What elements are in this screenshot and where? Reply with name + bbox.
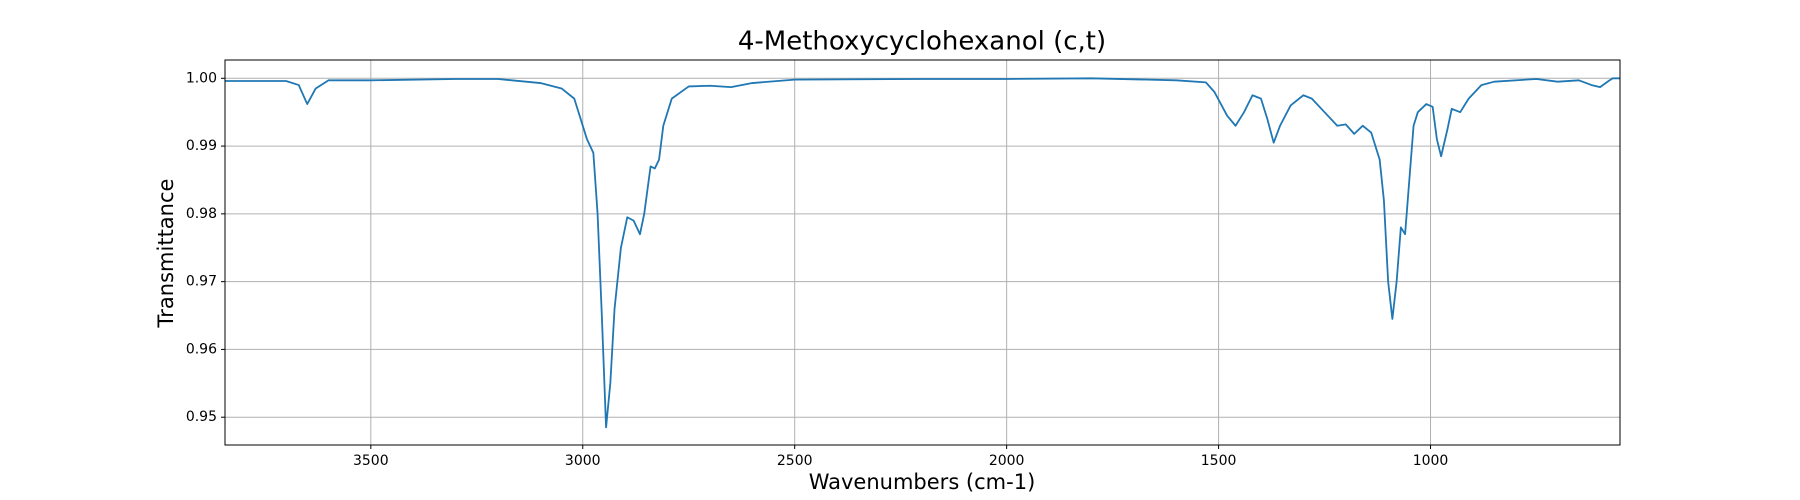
plot-frame bbox=[224, 59, 1621, 446]
x-tick-label: 1000 bbox=[1413, 453, 1449, 469]
x-axis-label: Wavenumbers (cm-1) bbox=[809, 470, 1036, 494]
x-tick-label: 3500 bbox=[353, 453, 389, 469]
x-tick-label: 3000 bbox=[565, 453, 601, 469]
x-tick-label: 1500 bbox=[1201, 453, 1237, 469]
x-tick-label: 2000 bbox=[989, 453, 1025, 469]
y-tick-label: 0.95 bbox=[186, 409, 217, 425]
y-tick-label: 0.97 bbox=[186, 274, 217, 290]
y-tick-label: 0.96 bbox=[186, 341, 217, 357]
y-tick-label: 1.00 bbox=[186, 70, 217, 86]
y-tick-label: 0.99 bbox=[186, 138, 217, 154]
y-axis-label: Transmittance bbox=[154, 179, 178, 329]
y-tick-label: 0.98 bbox=[186, 206, 217, 222]
spectrum-line bbox=[225, 77, 1620, 429]
chart-title: 4-Methoxycyclohexanol (c,t) bbox=[738, 27, 1106, 57]
x-tick-label: 2500 bbox=[777, 453, 813, 469]
